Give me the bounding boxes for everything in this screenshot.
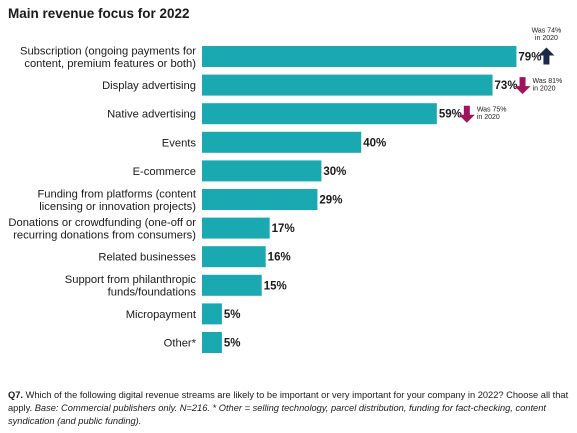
bar <box>202 246 266 268</box>
category-label-line: E-commerce <box>133 166 196 178</box>
category-label-line: content, premium features or both) <box>24 58 196 70</box>
category-label-line: Native advertising <box>107 109 196 121</box>
change-annotation: Was 74% in 2020 <box>532 28 562 43</box>
footnote-base: Base: Commercial publishers only. N=216.… <box>8 403 546 426</box>
bar <box>202 303 222 325</box>
change-annotation-line: in 2020 <box>477 114 500 121</box>
arrow-up-icon <box>538 47 555 65</box>
bar <box>202 274 262 296</box>
value-label: 59% <box>439 109 462 121</box>
bar-chart: Subscription (ongoing payments for conten… <box>8 28 563 353</box>
category-label-line: Subscription (ongoing payments for <box>20 45 196 57</box>
bar <box>202 189 318 210</box>
category-label: Subscription (ongoing payments for conten… <box>20 45 196 70</box>
bar <box>202 103 437 125</box>
footnote-question-label: Q7. <box>8 390 23 400</box>
footnote: Q7. Which of the following digital reven… <box>8 389 572 428</box>
bar <box>202 131 362 153</box>
value-label: 17% <box>272 223 295 235</box>
value-label: 16% <box>268 252 291 264</box>
change-annotation-line: Was 81% <box>533 78 563 85</box>
bar <box>202 332 222 353</box>
change-annotation: Was 81% in 2020 <box>533 78 563 93</box>
bar <box>202 46 517 67</box>
category-label-line: Micropayment <box>126 309 197 321</box>
arrow-down-icon <box>514 77 531 95</box>
category-label-line: Funding from platforms (content <box>37 188 196 200</box>
bar <box>202 217 270 239</box>
change-annotation-line: Was 74% <box>532 28 562 35</box>
footnote-question: Which of the following digital revenue s… <box>8 390 569 413</box>
category-label-line: Donations or crowdfunding (one-off or <box>8 217 196 229</box>
value-label: 30% <box>323 166 346 178</box>
category-label: E-commerce <box>133 166 196 178</box>
value-label: 29% <box>319 195 342 207</box>
bar <box>202 74 493 96</box>
arrow-down-icon <box>458 105 475 123</box>
category-label: Display advertising <box>102 80 196 92</box>
category-label-line: licensing or innovation projects) <box>39 201 196 213</box>
category-label: Other* <box>164 338 197 350</box>
category-label: Native advertising <box>107 109 196 121</box>
category-label-line: recurring donations from consumers) <box>13 229 196 241</box>
category-label-line: Related businesses <box>98 252 196 264</box>
chart-title: Main revenue focus for 2022 <box>8 6 190 21</box>
category-label: Micropayment <box>126 309 197 321</box>
change-annotation-line: Was 75% <box>477 107 507 114</box>
value-label: 15% <box>264 280 287 292</box>
category-label: Support from philanthropic funds/foundati… <box>65 274 197 299</box>
category-label-line: Display advertising <box>102 80 196 92</box>
category-label-line: funds/foundations <box>108 287 197 299</box>
category-label: Events <box>162 137 197 149</box>
value-label: 79% <box>518 52 541 64</box>
category-label-line: Events <box>162 137 197 149</box>
value-label: 5% <box>224 338 241 350</box>
category-label-line: Support from philanthropic <box>65 274 197 286</box>
value-label: 40% <box>363 137 386 149</box>
category-label: Funding from platforms (content licensing… <box>37 188 196 213</box>
value-label: 73% <box>495 80 518 92</box>
category-label-line: Other* <box>164 338 197 350</box>
change-annotation-line: in 2020 <box>535 35 558 42</box>
change-annotation: Was 75% in 2020 <box>477 107 507 122</box>
bar <box>202 160 322 182</box>
change-annotation-line: in 2020 <box>533 86 556 93</box>
value-label: 5% <box>224 309 241 321</box>
category-label: Related businesses <box>98 252 196 264</box>
category-label: Donations or crowdfunding (one-off or rec… <box>8 217 196 242</box>
